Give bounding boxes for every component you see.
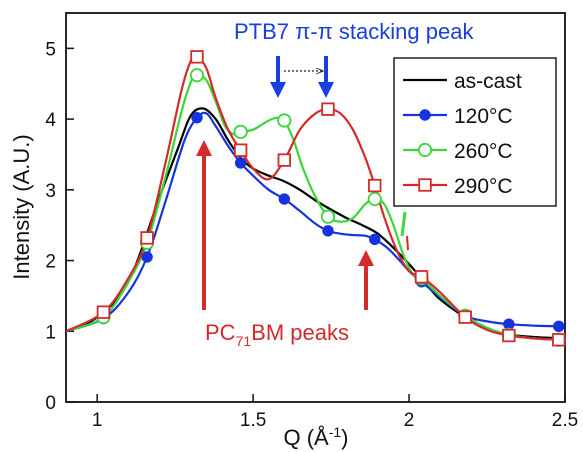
legend-label-3: 290°C [454,175,513,198]
x-tick-label: 2.5 [552,410,578,431]
y-tick-label: 3 [45,181,56,202]
x-axis: 1 1.5 2 2.5 [92,394,578,431]
y-tick-label: 1 [45,322,56,343]
annotation-ptb7-label: PTB7 π-π stacking peak [234,19,474,44]
x-axis-title-end: ) [341,425,348,450]
red-tick-mark [406,235,409,251]
y-tick-label: 5 [45,39,56,60]
marker-series-3 [190,50,204,64]
marker-series-1 [141,251,153,263]
annotation-pcbm-sub: 71 [236,333,252,349]
y-axis-title: Intensity (A.U.) [9,134,34,279]
annotation-pcbm-label: PC71BM peaks [205,320,349,349]
plot-frame [65,12,566,403]
marker-series-2 [233,124,248,139]
marker-series-3 [96,305,111,319]
marker-series-3 [140,231,154,245]
marker-layer [96,50,566,347]
marker-series-3 [233,143,248,157]
marker-series-1 [322,225,334,237]
marker-series-3 [368,178,382,193]
marker-series-2 [189,68,205,83]
x-axis-title: Q (Å-1) [283,424,348,450]
x-axis-title-main: Q (Å [283,425,329,450]
series-line-3 [66,55,559,341]
marker-legend-3 [418,178,432,192]
marker-series-2 [320,209,336,224]
marker-legend-2 [417,142,433,158]
x-axis-title-sup: -1 [329,424,342,440]
marker-series-1 [553,320,565,333]
annotation-pcbm-pre: PC [205,320,236,345]
marker-series-3 [414,270,429,284]
y-tick-label: 4 [45,110,56,131]
marker-series-3 [458,310,472,324]
marker-series-3 [552,333,566,347]
x-tick-label: 2 [404,410,415,431]
green-tick-mark [400,211,407,237]
marker-legend-1 [419,109,431,121]
legend-label-0: as-cast [454,70,522,93]
legend-label-1: 120°C [454,105,513,128]
marker-series-3 [321,102,335,116]
marker-series-2 [367,191,382,207]
annotation-pcbm: PC71BM peaks [196,140,374,349]
y-axis: 0 1 2 3 4 5 [45,39,74,414]
marker-series-3 [502,328,516,343]
legend: as-cast 120°C 260°C 290°C [393,57,557,207]
marker-series-1 [234,157,247,169]
annotation-pcbm-post: BM peaks [251,320,349,345]
marker-series-1 [369,233,381,246]
legend-label-2: 260°C [454,140,513,163]
marker-series-2 [277,113,292,128]
marker-series-1 [278,193,291,205]
y-tick-label: 2 [45,252,56,273]
marker-series-3 [277,153,292,167]
x-tick-label: 1 [92,410,103,431]
marker-series-1 [191,111,203,124]
annotation-ptb7: PTB7 π-π stacking peak [234,19,474,98]
legend-items: as-cast 120°C 260°C 290°C [403,70,522,198]
x-tick-label: 1.5 [240,410,266,431]
y-tick-label: 0 [45,393,56,414]
